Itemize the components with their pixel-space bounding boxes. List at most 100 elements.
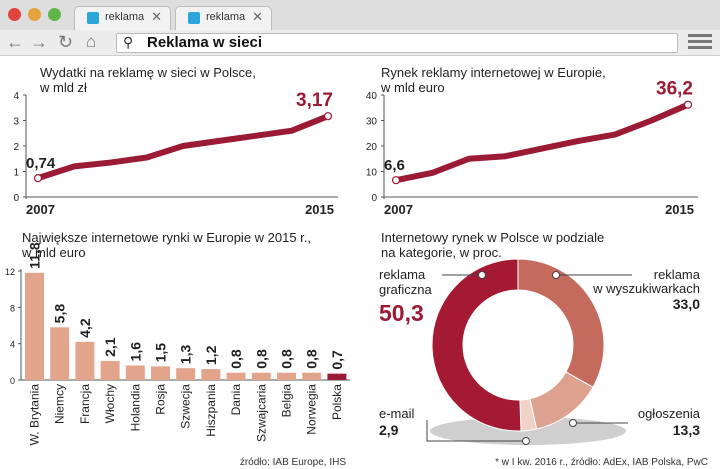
bar <box>277 372 296 380</box>
chart-subtitle: w mld zł <box>39 80 87 95</box>
series-line <box>35 113 331 182</box>
bar <box>125 365 145 380</box>
bar <box>226 372 246 380</box>
segment-value: 50,3 <box>379 300 424 326</box>
bar-value-label: 2,1 <box>102 337 118 357</box>
y-tick-label: 8 <box>10 303 15 313</box>
series-line <box>393 101 691 184</box>
reload-icon[interactable]: ↻ <box>58 32 74 52</box>
bar <box>201 369 221 380</box>
minimize-window-button[interactable] <box>28 8 41 21</box>
address-text: Reklama w sieci <box>147 34 263 51</box>
tab-favicon-icon <box>188 12 200 24</box>
address-bar[interactable]: ⚲ Reklama w sieci <box>116 33 678 53</box>
chart-title: Wydatki na reklamę w sieci w Polsce, <box>40 65 256 80</box>
leader-marker <box>569 419 577 427</box>
chart-title: Największe internetowe rynki w Europie w… <box>22 230 311 245</box>
forward-arrow-icon[interactable]: → <box>30 32 48 52</box>
bar <box>302 372 322 380</box>
bar-value-label: 5,8 <box>52 304 68 324</box>
back-arrow-icon[interactable]: ← <box>6 32 24 52</box>
y-tick-label: 2 <box>13 142 19 153</box>
end-value-label: 3,17 <box>296 90 333 111</box>
y-tick-label: 0 <box>13 193 19 204</box>
y-tick-label: 40 <box>366 91 378 102</box>
x-tick-label: 2007 <box>26 202 55 217</box>
tab-close-icon[interactable]: ✕ <box>252 9 263 24</box>
y-tick-label: 30 <box>366 117 378 128</box>
data-point <box>391 176 401 185</box>
y-tick-label: 4 <box>13 91 19 102</box>
bar-value-label: 0,8 <box>253 349 269 369</box>
segment-label: w wyszukiwarkach <box>592 281 700 296</box>
x-tick-label: 2015 <box>665 202 694 217</box>
bar-value-label: 1,6 <box>127 342 143 362</box>
leader-marker <box>478 271 486 279</box>
tab-favicon-icon <box>87 12 99 24</box>
tab-label: reklama <box>206 11 246 23</box>
bar <box>176 368 196 380</box>
bar <box>327 373 347 380</box>
bar-value-label: 11,8 <box>27 242 43 269</box>
y-tick-label: 12 <box>5 267 15 277</box>
bar-value-label: 1,5 <box>153 343 169 363</box>
leader-line <box>426 420 526 442</box>
segment-value: 13,3 <box>673 422 700 438</box>
browser-tab[interactable]: reklama ✕ <box>175 6 272 31</box>
end-value-label: 36,2 <box>656 79 693 100</box>
data-point <box>683 100 693 109</box>
y-tick-label: 0 <box>371 193 377 204</box>
search-icon: ⚲ <box>123 34 134 50</box>
chart-subtitle: w mld euro <box>21 245 86 260</box>
x-tick-label: 2007 <box>384 202 413 217</box>
category-label: Hiszpania <box>204 384 218 437</box>
bar <box>100 360 120 380</box>
source-note: źródło: IAB Europe, IHS <box>240 457 346 468</box>
category-label: Włochy <box>103 384 117 423</box>
chart-title: Internetowy rynek w Polsce w podziale <box>381 230 604 245</box>
bar <box>75 341 95 380</box>
bar-value-label: 1,2 <box>203 345 219 365</box>
segment-label: reklama <box>654 267 701 282</box>
category-label: Belgia <box>280 384 294 418</box>
segment-value: 2,9 <box>379 422 399 438</box>
chart-title: Rynek reklamy internetowej w Europie, <box>381 65 606 80</box>
y-tick-label: 4 <box>10 340 15 350</box>
segment-value: 33,0 <box>673 296 700 312</box>
bar <box>25 272 44 380</box>
tab-close-icon[interactable]: ✕ <box>151 9 162 24</box>
category-label: Dania <box>229 384 243 416</box>
browser-tab[interactable]: reklama ✕ <box>74 6 171 31</box>
browser-title-bar: reklama ✕ reklama ✕ <box>0 0 720 31</box>
category-label: Holandia <box>128 384 142 432</box>
bar-value-label: 0,7 <box>329 350 345 370</box>
source-note: * w I kw. 2016 r., źródło: AdEx, IAB Pol… <box>495 457 708 468</box>
donut-shadow <box>430 417 626 445</box>
chart-subtitle: na kategorie, w proc. <box>381 245 502 260</box>
x-tick-label: 2015 <box>305 202 334 217</box>
leader-marker <box>552 271 560 279</box>
y-tick-label: 0 <box>10 376 15 386</box>
y-tick-label: 10 <box>366 168 378 179</box>
data-point <box>33 174 43 183</box>
data-point <box>323 112 333 121</box>
menu-icon[interactable] <box>688 34 712 52</box>
bar <box>50 327 70 380</box>
category-label: Polska <box>330 384 344 420</box>
bar-value-label: 1,3 <box>178 345 194 365</box>
segment-label: ogłoszenia <box>638 406 701 421</box>
chart-subtitle: w mld euro <box>380 80 445 95</box>
segment-label: graficzna <box>379 282 433 297</box>
home-icon[interactable]: ⌂ <box>86 32 97 51</box>
maximize-window-button[interactable] <box>48 8 61 21</box>
y-tick-label: 20 <box>366 142 378 153</box>
bar-value-label: 0,8 <box>304 349 320 369</box>
donut-segment <box>431 258 522 432</box>
category-label: Rosja <box>154 384 168 415</box>
bar <box>251 372 271 380</box>
leader-marker <box>522 437 530 445</box>
start-value-label: 6,6 <box>384 157 405 174</box>
close-window-button[interactable] <box>8 8 21 21</box>
y-tick-label: 3 <box>13 117 19 128</box>
